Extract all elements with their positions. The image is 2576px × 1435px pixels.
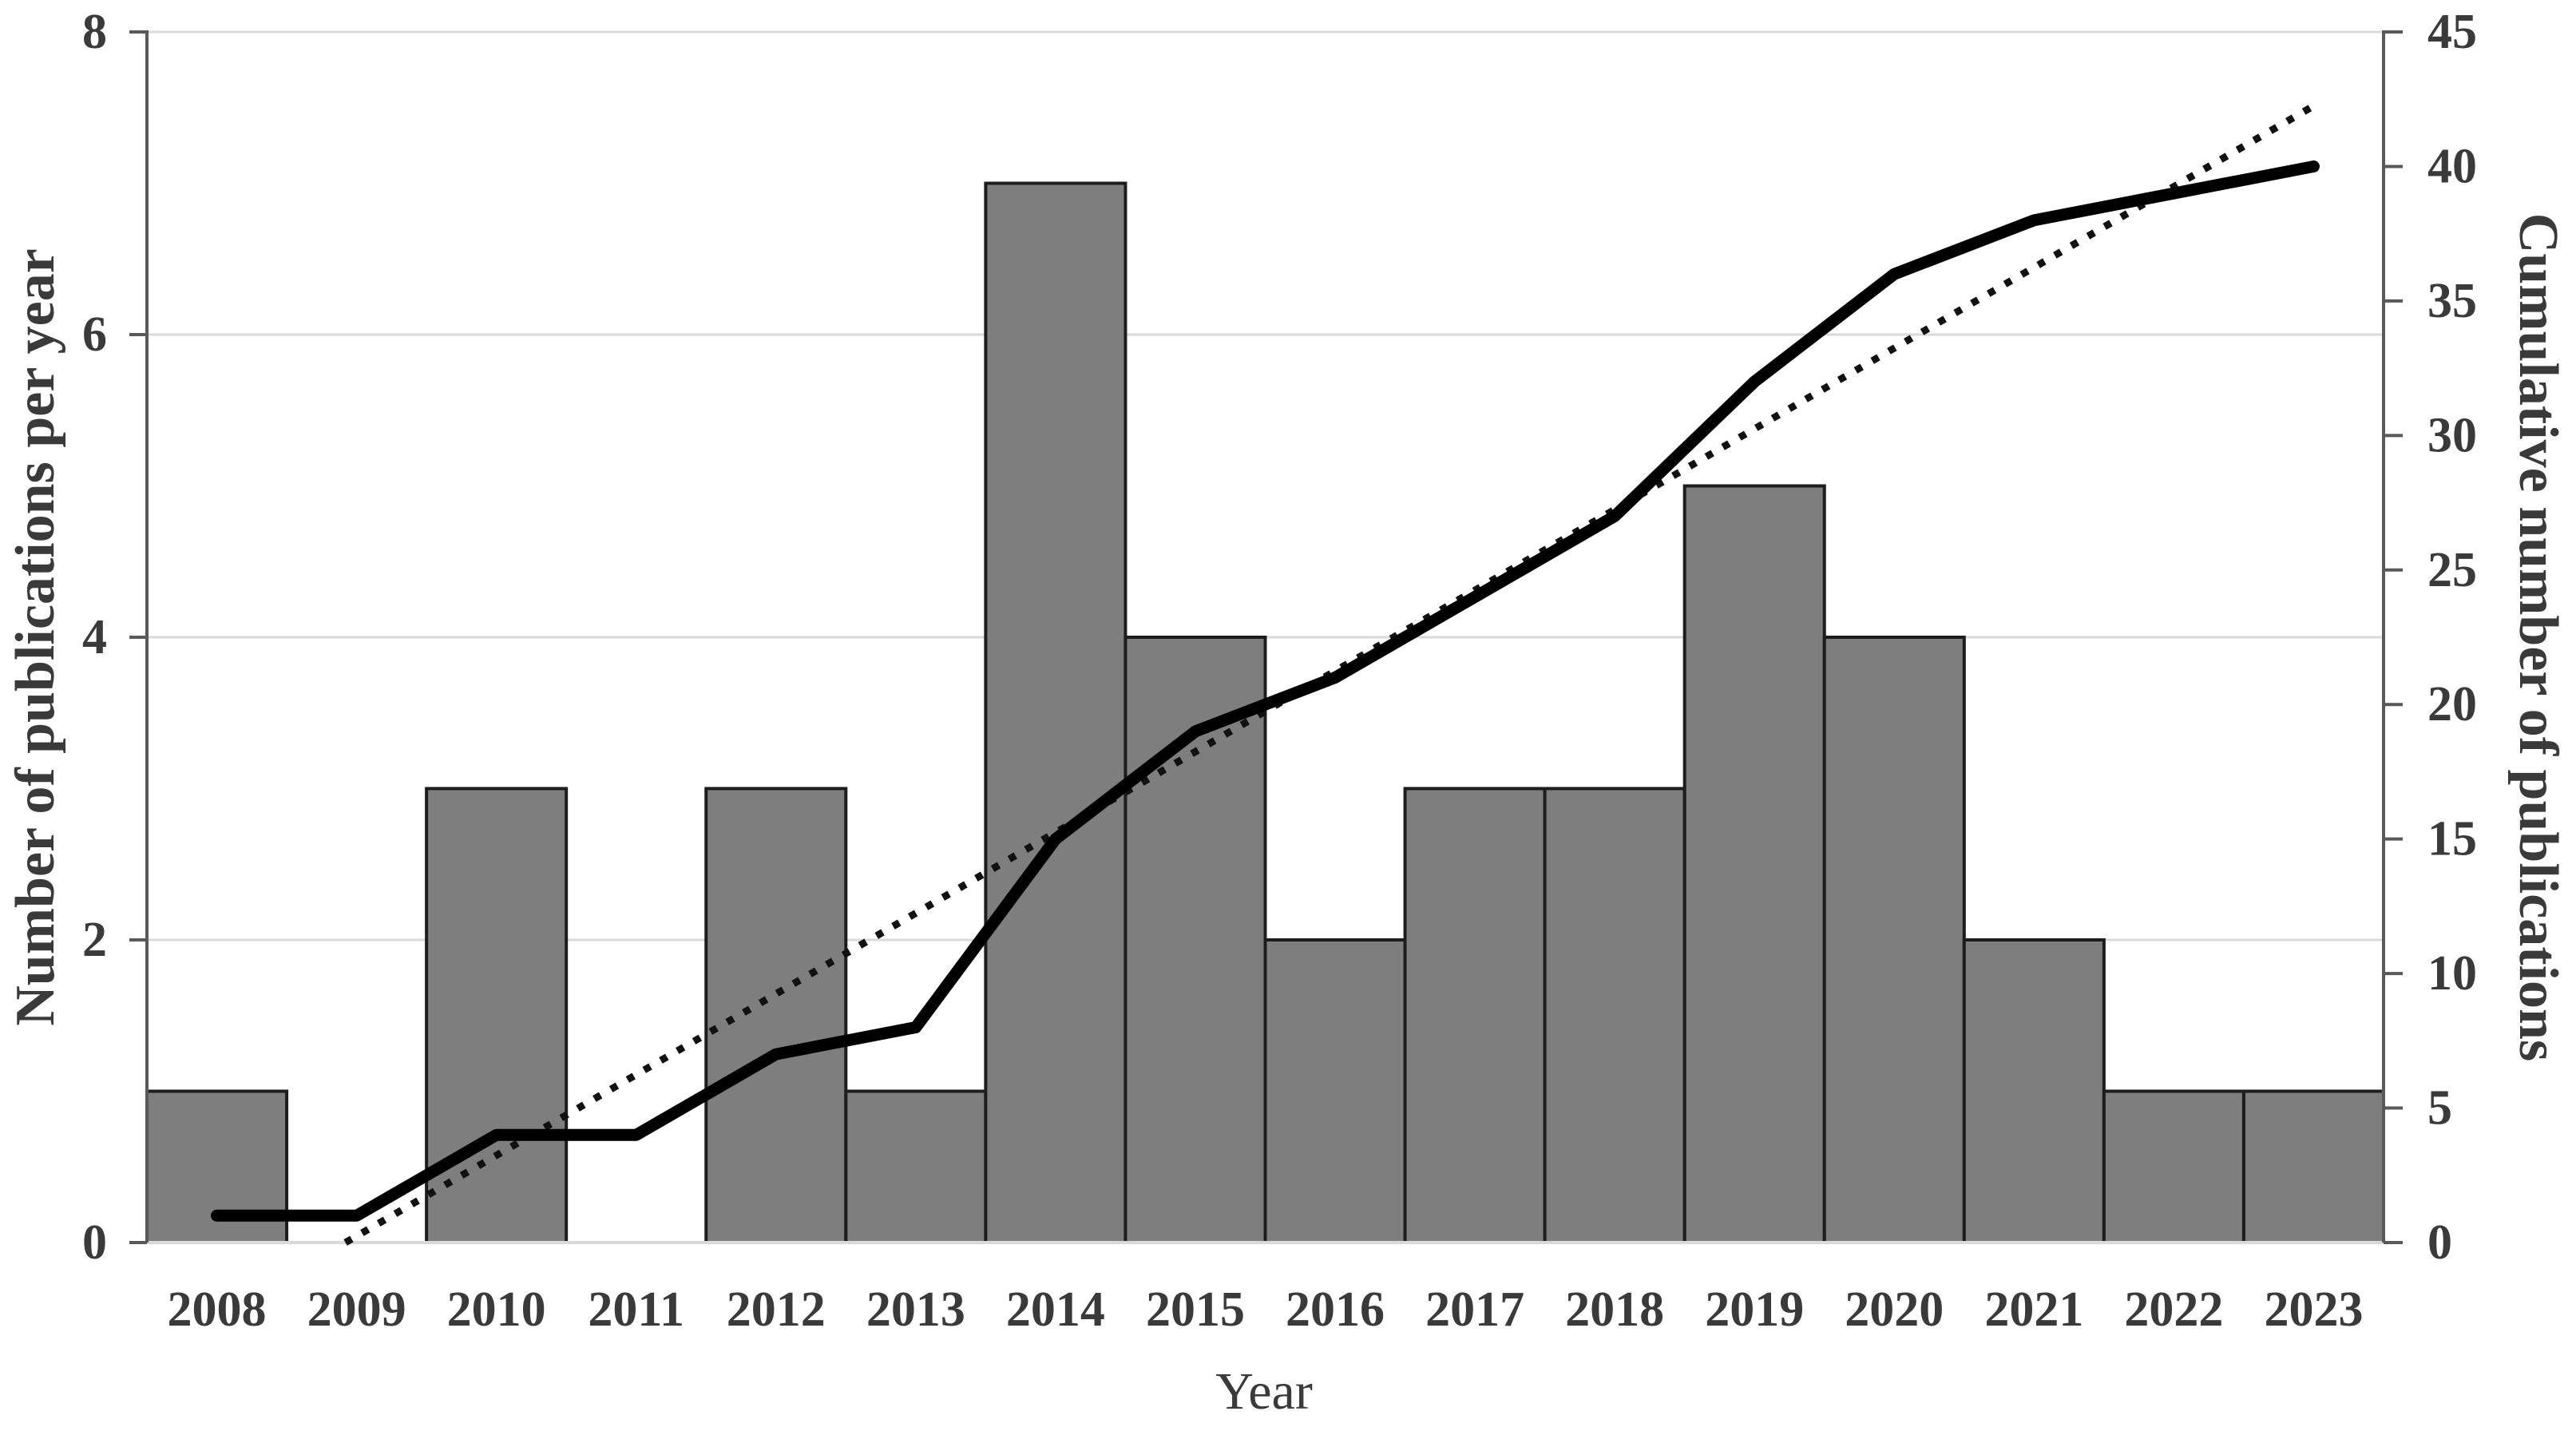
x-axis-tick-label: 2020 — [1845, 1282, 1944, 1337]
left-axis-tick-label: 0 — [82, 1215, 107, 1270]
bar-2021 — [1962, 938, 2106, 1244]
left-axis-tick-label: 4 — [82, 610, 107, 664]
right-axis-tick-label: 30 — [2427, 408, 2477, 462]
right-axis-tick-label: 15 — [2427, 812, 2477, 866]
left-axis-title: Number of publications per year — [5, 248, 66, 1026]
cumulative-line — [211, 160, 2320, 1222]
bar-2019 — [1682, 484, 1826, 1244]
x-axis-tick-label: 2015 — [1146, 1282, 1245, 1337]
bar-2022 — [2102, 1089, 2245, 1244]
left-axis-tick-label: 6 — [82, 307, 107, 362]
bar-2018 — [1543, 787, 1686, 1244]
x-axis-tick-label: 2010 — [447, 1282, 546, 1337]
bar-2020 — [1822, 636, 1966, 1244]
right-axis-tick-label: 0 — [2427, 1215, 2452, 1270]
bar-2016 — [1263, 938, 1407, 1244]
x-axis-tick-label: 2016 — [1286, 1282, 1385, 1337]
bar-2012 — [704, 787, 848, 1244]
right-axis-title: Cumulative number of publications — [2507, 212, 2569, 1062]
x-axis-tick-label: 2019 — [1705, 1282, 1804, 1337]
bar-2014 — [984, 181, 1127, 1244]
bar-2013 — [844, 1089, 988, 1244]
left-axis-tick-label: 2 — [82, 913, 107, 967]
x-axis-tick-label: 2012 — [727, 1282, 826, 1337]
bar-2017 — [1403, 787, 1547, 1244]
left-axis-tick-label: 8 — [82, 5, 107, 59]
right-axis-tick-label: 10 — [2427, 946, 2477, 1001]
right-axis-tick-label: 35 — [2427, 274, 2477, 328]
x-axis-tick-label: 2023 — [2264, 1282, 2363, 1337]
right-axis-tick-label: 20 — [2427, 677, 2477, 731]
right-axis-tick-label: 45 — [2427, 5, 2477, 59]
x-axis-tick-label: 2021 — [1984, 1282, 2083, 1337]
right-axis-tick-label: 25 — [2427, 543, 2477, 597]
x-axis-tick-label: 2009 — [307, 1282, 406, 1337]
bar-2023 — [2241, 1089, 2385, 1244]
x-axis-tick-label: 2018 — [1565, 1282, 1664, 1337]
x-axis-tick-label: 2011 — [588, 1282, 684, 1337]
x-axis-tick-label: 2017 — [1425, 1282, 1524, 1337]
right-axis-tick-label: 5 — [2427, 1081, 2452, 1136]
x-axis-tick-label: 2013 — [866, 1282, 965, 1337]
right-axis-tick-label: 40 — [2427, 139, 2477, 193]
x-axis-tick-label: 2008 — [168, 1282, 267, 1337]
x-axis-tick-label: 2022 — [2124, 1282, 2223, 1337]
x-axis-title: Year — [1215, 1362, 1313, 1421]
x-axis-tick-label: 2014 — [1006, 1282, 1105, 1337]
bar-2010 — [425, 787, 569, 1244]
